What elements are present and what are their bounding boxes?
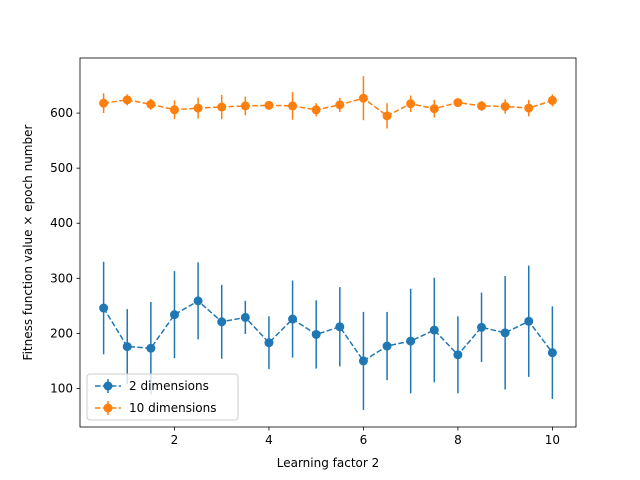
data-point [240,312,250,322]
data-point [406,336,416,346]
data-point [169,105,179,115]
data-point [217,317,227,327]
y-tick-label: 100 [50,381,73,395]
data-point [524,103,534,113]
data-point [477,101,487,111]
legend-box [86,373,239,421]
data-point [122,342,132,352]
y-tick-label: 300 [50,271,73,285]
y-axis-label: Fitness function value × epoch number [21,125,35,361]
data-point [146,343,156,353]
data-point [500,101,510,111]
data-point [382,341,392,351]
legend-marker [103,403,113,413]
y-axis-ticks: 100 200 300 400 500 600 [50,106,80,395]
data-point [169,310,179,320]
data-point [335,322,345,332]
data-point [146,99,156,109]
data-point [547,95,557,105]
data-point [382,111,392,121]
data-point [264,100,274,110]
plot-area [80,58,576,427]
data-point [453,98,463,108]
x-tick-label: 2 [171,433,179,447]
data-point [311,329,321,339]
legend-label: 2 dimensions [129,379,209,393]
x-axis-ticks: 2 4 6 8 10 [171,427,560,447]
data-point [122,95,132,105]
data-point [547,348,557,358]
data-point [99,98,109,108]
data-point [193,296,203,306]
x-tick-label: 6 [360,433,368,447]
data-point [429,325,439,335]
x-axis-label: Learning factor 2 [277,456,380,470]
series-layer [99,76,557,410]
legend-label: 10 dimensions [129,401,217,415]
y-tick-label: 500 [50,161,73,175]
data-point [335,100,345,110]
data-point [453,350,463,360]
data-point [358,93,368,103]
data-point [99,303,109,313]
data-point [264,338,274,348]
axes-frame [79,57,577,428]
data-point [406,99,416,109]
y-tick-label: 400 [50,216,73,230]
data-point [429,104,439,114]
data-point [288,314,298,324]
data-point [193,103,203,113]
x-tick-label: 10 [545,433,560,447]
data-point [217,102,227,112]
data-point [288,101,298,111]
data-point [311,105,321,115]
x-tick-label: 8 [454,433,462,447]
legend-marker [103,381,113,391]
y-tick-label: 200 [50,326,73,340]
x-tick-label: 4 [265,433,273,447]
y-tick-label: 600 [50,106,73,120]
data-point [240,101,250,111]
series-line [102,299,553,362]
data-point [500,328,510,338]
legend: 2 dimensions 10 dimensions [86,373,239,421]
data-point [524,316,534,326]
data-point [358,356,368,366]
series-1 [99,261,557,410]
data-point [477,322,487,332]
series-2 [99,76,557,129]
